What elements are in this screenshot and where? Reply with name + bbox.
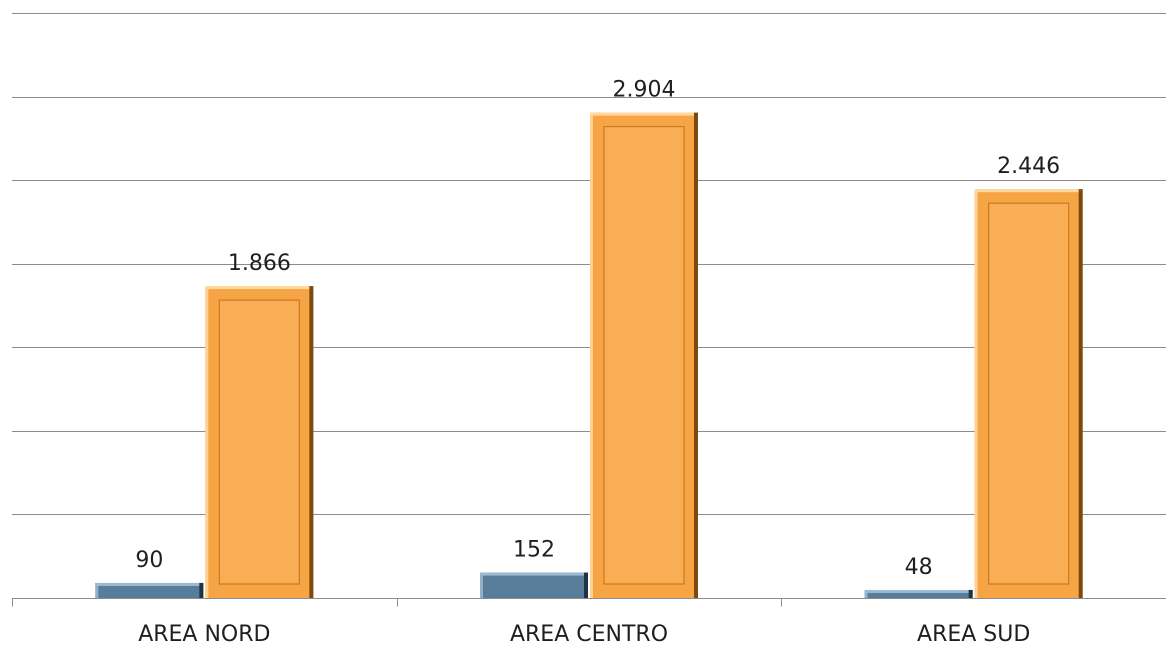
bar-left-highlight (95, 582, 99, 598)
gridlines (12, 13, 1166, 607)
x-tick-label: AREA CENTRO (510, 622, 668, 645)
x-tick-label: AREA NORD (138, 622, 270, 645)
x-tick-label: AREA SUD (917, 622, 1030, 645)
bar-right-shadow (694, 112, 698, 599)
bar-top-highlight (864, 589, 973, 593)
data-label: 152 (513, 538, 555, 563)
bar-right-shadow (584, 572, 588, 598)
bar-left-highlight (590, 112, 593, 599)
bar-left-highlight (974, 189, 978, 598)
bar-right-shadow (968, 589, 973, 598)
bar-inner-face (603, 126, 685, 585)
bar-left-highlight (480, 572, 483, 598)
data-label: 2.446 (997, 154, 1060, 179)
bar-left-highlight (864, 589, 868, 598)
bars (95, 112, 1083, 599)
bar-top-highlight (480, 572, 588, 576)
bar-left-highlight (205, 286, 209, 598)
bar-top-highlight (590, 112, 698, 116)
bar-inner-face (218, 299, 300, 585)
bar (95, 582, 204, 598)
data-label: 1.866 (228, 251, 291, 276)
labels: 90 1.866 AREA NORD 152 2.904 AREA CENTRO 48 2.4… (135, 78, 1060, 645)
bar-right-shadow (1078, 189, 1083, 598)
bar-top-highlight (95, 582, 204, 586)
bar-right-shadow (309, 286, 314, 598)
data-label: 48 (905, 555, 933, 580)
bar (480, 572, 588, 598)
data-label: 90 (135, 548, 163, 573)
bar-right-shadow (199, 582, 204, 598)
bar-top-highlight (205, 286, 314, 290)
bar-inner-face (988, 202, 1070, 585)
data-label: 2.904 (613, 78, 676, 103)
bar-top-highlight (974, 189, 1083, 193)
bar (864, 589, 973, 598)
